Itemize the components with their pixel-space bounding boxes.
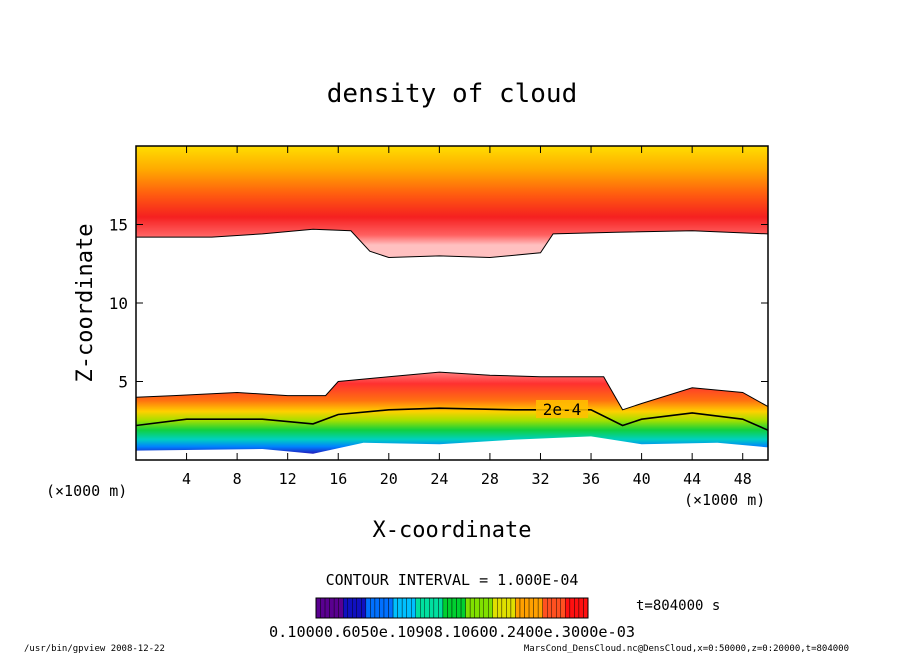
- colorbar-swatch: [501, 597, 507, 619]
- footer-left: /usr/bin/gpview 2008-12-22: [24, 644, 165, 654]
- x-axis-unit-left: (×1000 m): [46, 482, 127, 500]
- colorbar-swatch: [397, 597, 403, 619]
- colorbar-swatch: [438, 597, 444, 619]
- colorbar-swatch: [556, 597, 562, 619]
- colorbar-swatch: [392, 597, 398, 619]
- x-tick-label: 12: [279, 470, 297, 488]
- colorbar-swatch: [447, 597, 453, 619]
- contour-label-bg: [536, 400, 588, 418]
- colorbar-swatch: [533, 597, 539, 619]
- colorbar-swatch: [379, 597, 385, 619]
- colorbar-swatch: [465, 597, 471, 619]
- colorbar-swatch: [329, 597, 335, 619]
- colorbar-frame: [315, 597, 589, 619]
- x-axis-ticks: 4 8 12 16 20 24 28 32 36 40 44 48: [182, 146, 752, 488]
- colorbar-swatch: [574, 597, 580, 619]
- colorbar-swatch: [479, 597, 484, 619]
- footer-right: MarsCond_DensCloud.nc@DensCloud,x=0:5000…: [524, 644, 849, 654]
- x-axis-unit-right: (×1000 m): [684, 491, 765, 509]
- y-tick-label: 10: [109, 294, 128, 313]
- colorbar-swatch: [415, 597, 421, 619]
- x-tick-label: 20: [380, 470, 398, 488]
- chart-title: density of cloud: [327, 79, 577, 109]
- x-tick-label: 16: [329, 470, 347, 488]
- y-axis-ticks: 5 10 15: [109, 216, 768, 392]
- colorbar-swatch: [565, 597, 571, 619]
- lower-layer-contour: [136, 371, 768, 411]
- colorbar-swatch: [515, 597, 521, 619]
- x-tick-label: 44: [683, 470, 701, 488]
- x-tick-label: 48: [734, 470, 752, 488]
- colorbar-swatch: [361, 597, 367, 619]
- x-tick-label: 32: [531, 470, 549, 488]
- colorbar-swatch: [429, 597, 435, 619]
- colorbar-swatch: [320, 597, 326, 619]
- colorbar-swatch: [510, 597, 516, 619]
- x-tick-label: 8: [233, 470, 242, 488]
- colorbar-swatch: [442, 597, 448, 619]
- colorbar-swatch: [411, 597, 416, 619]
- contour-interval-text: CONTOUR INTERVAL = 1.000E-04: [326, 571, 579, 589]
- time-label: t=804000 s: [636, 598, 720, 614]
- colorbar-swatch: [365, 597, 371, 619]
- colorbar: [315, 597, 589, 619]
- upper-layer-contour: [136, 228, 768, 259]
- colorbar-swatch: [474, 597, 480, 619]
- x-tick-label: 36: [582, 470, 600, 488]
- colorbar-swatch: [469, 597, 475, 619]
- colorbar-swatch: [528, 597, 534, 619]
- x-tick-label: 24: [430, 470, 448, 488]
- colorbar-swatch: [524, 597, 530, 619]
- x-axis-label: X-coordinate: [373, 518, 532, 543]
- y-tick-label: 15: [109, 216, 128, 235]
- colorbar-swatch: [519, 597, 525, 619]
- contour-line-2e-4: [136, 407, 768, 431]
- colorbar-swatch: [483, 597, 489, 619]
- colorbar-swatch: [583, 597, 589, 619]
- contour-label: 2e-4: [543, 400, 582, 419]
- colorbar-swatch: [537, 597, 543, 619]
- colorbar-swatch: [433, 597, 439, 619]
- x-tick-label: 4: [182, 470, 191, 488]
- colorbar-swatch: [406, 597, 412, 619]
- colorbar-tick-labels: 0.10000.6050e.10908.10600.2400e.3000e-03: [269, 623, 635, 641]
- x-tick-label: 28: [481, 470, 499, 488]
- colorbar-swatch: [383, 597, 389, 619]
- colorbar-swatch: [497, 597, 503, 619]
- colorbar-swatch: [338, 597, 344, 619]
- colorbar-swatch: [333, 597, 339, 619]
- colorbar-swatch: [315, 597, 321, 619]
- colorbar-swatch: [542, 597, 548, 619]
- colorbar-swatch: [578, 597, 584, 619]
- colorbar-swatch: [343, 597, 348, 619]
- colorbar-swatch: [424, 597, 430, 619]
- colorbar-swatch: [569, 597, 575, 619]
- colorbar-swatch: [506, 597, 512, 619]
- colorbar-swatch: [388, 597, 394, 619]
- colorbar-swatch: [324, 597, 330, 619]
- colorbar-swatch: [547, 597, 552, 619]
- colorbar-swatch: [560, 597, 566, 619]
- upper-cloud-layer: [136, 146, 768, 258]
- colorbar-swatch: [401, 597, 407, 619]
- colorbar-swatch: [370, 597, 376, 619]
- plot-area: 2e-4: [136, 146, 768, 454]
- colorbar-swatch: [456, 597, 462, 619]
- y-tick-label: 5: [118, 373, 128, 392]
- colorbar-swatch: [374, 597, 380, 619]
- colorbar-swatch: [347, 597, 353, 619]
- colorbar-swatch: [356, 597, 362, 619]
- colorbar-swatch: [492, 597, 498, 619]
- colorbar-swatch: [551, 597, 557, 619]
- y-axis-label: Z-coordinate: [73, 224, 98, 383]
- colorbar-swatch: [488, 597, 493, 619]
- colorbar-swatch: [420, 597, 425, 619]
- colorbar-swatch: [352, 597, 357, 619]
- colorbar-swatch: [451, 597, 457, 619]
- lower-cloud-layer: [136, 372, 768, 454]
- x-tick-label: 40: [633, 470, 651, 488]
- colorbar-swatch: [460, 597, 466, 619]
